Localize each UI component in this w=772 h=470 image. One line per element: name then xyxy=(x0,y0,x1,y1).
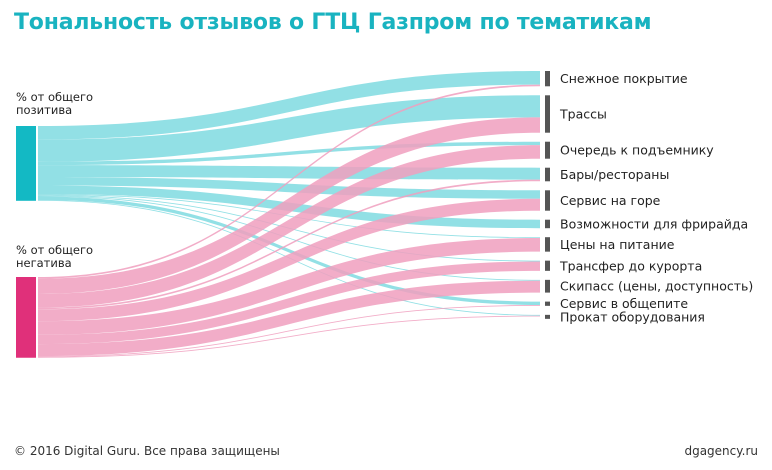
target-label-трансфер-до-курорта: Трансфер до курорта xyxy=(559,258,702,273)
target-bar-прокат-оборудования xyxy=(545,314,550,319)
negative-flow-цены-на-питание xyxy=(38,238,540,335)
target-label-сервис-в-общепите: Сервис в общепите xyxy=(560,296,688,311)
target-bar-снежное-покрытие xyxy=(545,71,550,87)
positive-flow-сервис-в-общепите xyxy=(38,196,540,305)
target-bar-трансфер-до-курорта xyxy=(545,260,550,271)
target-label-скипасс-цены-доступность: Скипасс (цены, доступность) xyxy=(560,279,753,294)
target-bar-очередь-к-подъемнику xyxy=(545,141,550,159)
positive-flow-бары-рестораны xyxy=(38,165,540,180)
negative-flow-трассы xyxy=(38,117,540,295)
negative-flow-бары-рестораны xyxy=(38,179,540,310)
positive-source-label: % от общего позитива xyxy=(16,90,94,117)
negative-source-label: % от общего негатива xyxy=(16,243,94,270)
flows-group xyxy=(38,71,540,358)
site-link[interactable]: dgagency.ru xyxy=(684,444,758,458)
copyright-text: © 2016 Digital Guru. Все права защищены xyxy=(14,444,280,458)
target-bar-сервис-на-горе xyxy=(545,190,550,211)
negative-source-bar xyxy=(16,277,36,358)
negative-flow-сервис-в-общепите xyxy=(38,305,540,357)
negative-flow-скипасс-цены-доступность xyxy=(38,280,540,357)
positive-flow-скипасс-цены-доступность xyxy=(38,195,540,281)
target-bar-скипасс-цены-доступность xyxy=(545,279,550,293)
target-label-прокат-оборудования: Прокат оборудования xyxy=(560,309,705,324)
target-label-бары-рестораны: Бары/рестораны xyxy=(560,167,669,182)
positive-flow-цены-на-питание xyxy=(38,194,540,239)
positive-flow-снежное-покрытие xyxy=(38,71,540,140)
target-label-очередь-к-подъемнику: Очередь к подъемнику xyxy=(560,143,714,158)
target-label-сервис-на-горе: Сервис на горе xyxy=(560,193,661,208)
negative-flow-снежное-покрытие xyxy=(38,84,540,279)
negative-flow-сервис-на-горе xyxy=(38,198,540,322)
target-bar-цены-на-питание xyxy=(545,237,550,252)
positive-flow-трассы xyxy=(38,95,540,162)
negative-flow-трансфер-до-курорта xyxy=(38,261,540,345)
positive-flow-очередь-к-подъемнику xyxy=(38,141,540,166)
target-bar-сервис-в-общепите xyxy=(545,301,550,306)
positive-source-bar xyxy=(16,126,36,201)
target-label-цены-на-питание: Цены на питание xyxy=(560,237,675,252)
target-label-возможности-для-фрирайда: Возможности для фрирайда xyxy=(560,216,748,231)
target-bar-бары-рестораны xyxy=(545,167,550,182)
negative-flow-очередь-к-подъемнику xyxy=(38,145,540,308)
target-label-трассы: Трассы xyxy=(559,107,607,122)
page-title: Тональность отзывов о ГТЦ Газпром по тем… xyxy=(14,10,652,35)
negative-flow-прокат-оборудования xyxy=(38,315,540,358)
target-bar-трассы xyxy=(545,95,550,133)
target-bar-возможности-для-фрирайда xyxy=(545,219,550,229)
target-label-снежное-покрытие: Снежное покрытие xyxy=(560,71,688,86)
